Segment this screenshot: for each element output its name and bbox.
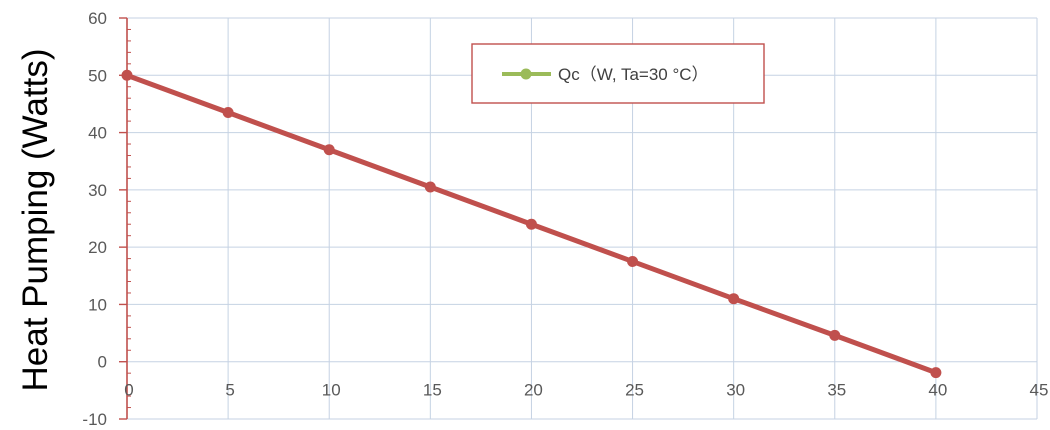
data-point	[121, 69, 133, 81]
data-point	[222, 107, 234, 119]
x-tick-label: 25	[625, 381, 644, 400]
data-point	[323, 144, 335, 156]
y-tick-label: 50	[88, 66, 107, 85]
data-point	[525, 218, 537, 230]
x-tick-label: 45	[1030, 381, 1049, 400]
legend: Qc（W, Ta=30 °C）	[471, 43, 765, 104]
y-tick-label: 20	[88, 238, 107, 257]
y-tick-label: -10	[82, 410, 107, 429]
x-tick-label: 5	[225, 381, 234, 400]
data-point	[424, 181, 436, 193]
tick-labels: -10 0 10 20 30 40 50 60 0 5 10 15 20 25 30 35 40 45	[82, 9, 1048, 429]
x-tick-label: 35	[827, 381, 846, 400]
data-point	[930, 367, 942, 379]
x-tick-label: 10	[322, 381, 341, 400]
data-point	[829, 329, 841, 341]
x-tick-label: 0	[124, 381, 133, 400]
x-tick-label: 40	[928, 381, 947, 400]
y-tick-label: 60	[88, 9, 107, 28]
y-tick-label: 10	[88, 295, 107, 314]
legend-swatch-marker	[520, 68, 532, 80]
y-axis-label: Heat Pumping (Watts)	[16, 49, 55, 392]
series	[121, 69, 942, 379]
data-point	[627, 255, 639, 267]
y-tick-label: 40	[88, 124, 107, 143]
y-tick-label: 0	[98, 353, 107, 372]
legend-entry-label: Qc（W, Ta=30 °C）	[558, 65, 709, 84]
x-tick-label: 20	[524, 381, 543, 400]
x-tick-label: 30	[726, 381, 745, 400]
y-tick-label: 30	[88, 181, 107, 200]
x-tick-label: 15	[423, 381, 442, 400]
data-point	[728, 293, 740, 305]
